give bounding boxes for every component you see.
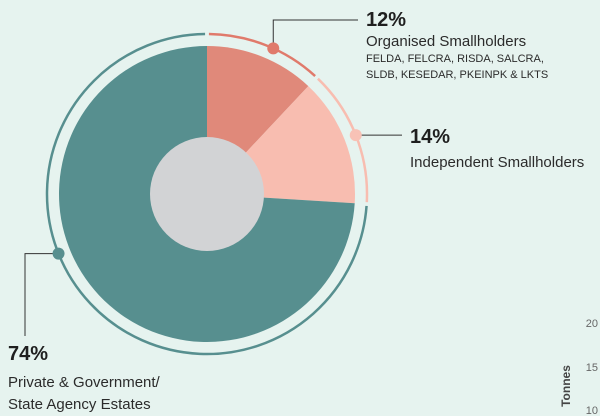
ring-arc-estates	[45, 32, 368, 356]
donut-center	[150, 137, 264, 251]
organised-percent: 12%	[366, 9, 406, 31]
marker-dot-estates	[52, 247, 65, 260]
axis-tick-label: 15	[586, 362, 598, 374]
organised-detail-line-2: SLDB, KESEDAR, PKEINPK & LKTS	[366, 69, 548, 81]
estates-percent: 74%	[8, 343, 48, 365]
axis-title: Tonnes	[559, 365, 573, 407]
organised-name: Organised Smallholders	[366, 33, 526, 50]
axis-tick-label: 20	[586, 318, 598, 330]
independent-name: Independent Smallholders	[410, 154, 584, 171]
marker-dot-independent	[349, 129, 362, 142]
axis-tick-label: 10	[586, 405, 598, 416]
donut-chart	[58, 46, 355, 342]
organised-detail-line-1: FELDA, FELCRA, RISDA, SALCRA,	[366, 53, 544, 65]
leader-line-organised	[272, 19, 358, 49]
estates-name-line-1: Private & Government/	[8, 374, 161, 391]
ring-arc-organised	[208, 32, 316, 77]
leader-line-estates	[24, 253, 59, 336]
estates-name-line-2: State Agency Estates	[8, 396, 151, 413]
marker-dot-organised	[267, 42, 280, 55]
independent-percent: 14%	[410, 126, 450, 148]
